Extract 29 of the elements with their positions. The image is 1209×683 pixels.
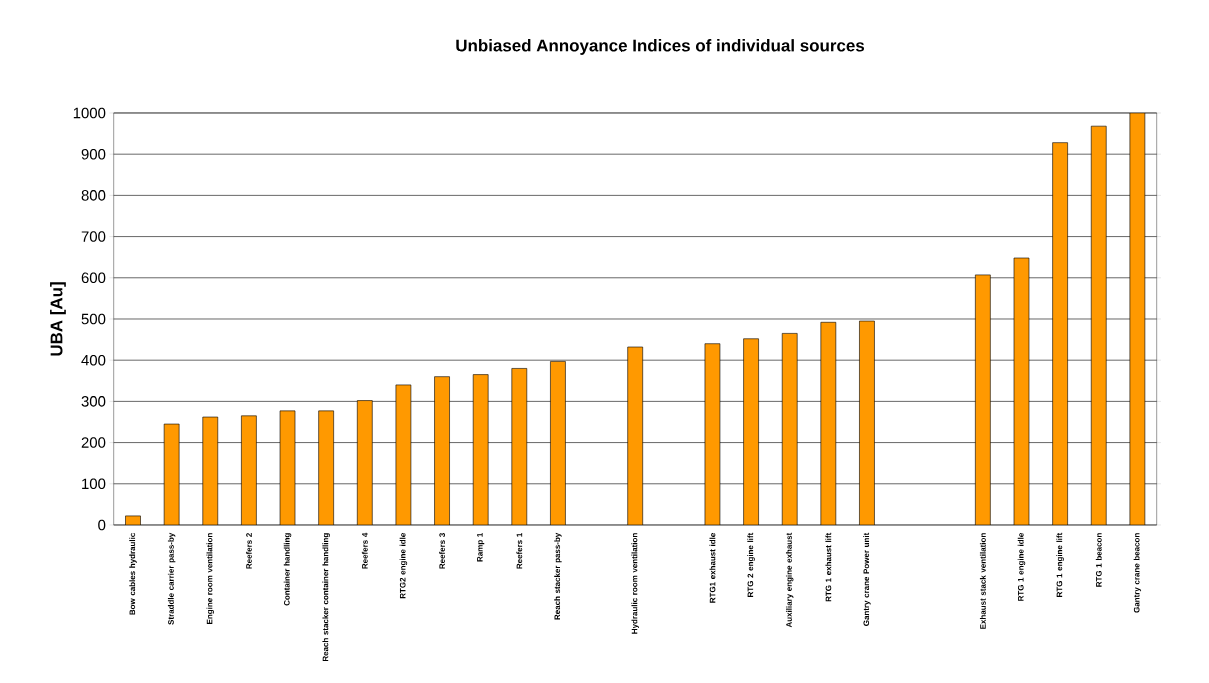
bar [975, 274, 991, 525]
bar [202, 416, 219, 525]
bar [356, 400, 373, 525]
y-tick-label: 100 [82, 478, 106, 490]
y-axis-title: UBA [Au] [50, 282, 66, 356]
y-tick-label: 200 [81, 437, 106, 448]
y-tick-label: 900 [81, 148, 106, 160]
bar [1052, 142, 1068, 525]
y-tick-label: 500 [81, 313, 106, 325]
bar [550, 361, 566, 525]
bar [781, 333, 798, 525]
y-tick-label: 600 [81, 272, 106, 284]
chart-title: Unbiased Annoyance Indices of individual sources [456, 39, 865, 55]
bar [820, 321, 837, 525]
bar [859, 320, 875, 525]
bar [1090, 125, 1107, 525]
bar [743, 338, 759, 525]
bar [434, 376, 450, 525]
bar [241, 415, 257, 525]
y-tick-label: 800 [81, 190, 106, 201]
bar [472, 374, 489, 525]
y-tick-label: 0 [98, 519, 106, 531]
y-tick-label: 700 [81, 231, 106, 242]
y-tick-label: 400 [81, 354, 106, 366]
bar [318, 410, 334, 525]
bar [511, 368, 528, 525]
y-tick-label: 1000 [73, 107, 106, 119]
bar [627, 346, 643, 525]
y-tick-label: 300 [81, 396, 106, 407]
